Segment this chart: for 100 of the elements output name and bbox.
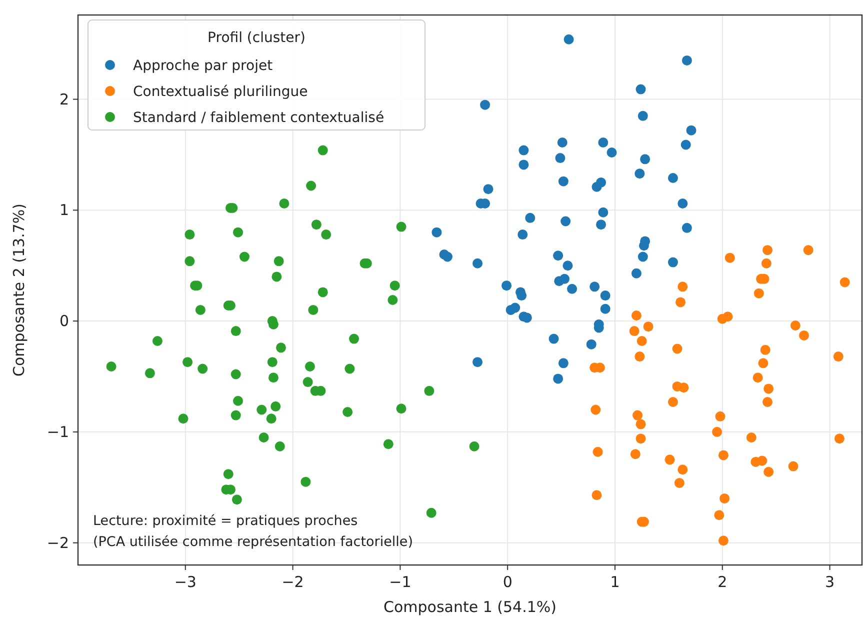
point (598, 207, 608, 218)
point (600, 304, 610, 314)
point (678, 464, 688, 475)
point (678, 198, 688, 209)
point (724, 252, 735, 263)
point (718, 536, 728, 546)
x-tick-label: 2 (718, 573, 728, 591)
point (746, 432, 756, 442)
point (631, 268, 642, 278)
y-tick-label: 0 (59, 312, 69, 330)
point (560, 216, 571, 226)
point (682, 222, 692, 233)
point (668, 173, 678, 184)
legend-label: Contextualisé plurilingue (133, 84, 308, 100)
point (629, 326, 640, 336)
point (596, 220, 606, 230)
point (668, 396, 678, 407)
point (834, 434, 844, 444)
y-tick-label: −1 (46, 422, 69, 441)
y-tick-label: 2 (59, 90, 69, 108)
annotation: (PCA utilisée comme représentation factorielle) (93, 534, 413, 550)
point (762, 245, 772, 256)
point (525, 212, 536, 223)
point (518, 145, 529, 156)
point (840, 277, 850, 288)
point (799, 330, 810, 340)
point (788, 461, 798, 472)
point (557, 138, 568, 148)
x-tick-label: 0 (502, 573, 512, 591)
x-axis-title: Composante 1 (54.1%) (383, 598, 557, 616)
point (502, 280, 512, 291)
y-tick-label: −2 (46, 534, 69, 552)
point (592, 446, 603, 457)
point (636, 434, 646, 444)
point (680, 140, 691, 150)
point (718, 450, 728, 460)
point (758, 358, 768, 368)
legend-label: Standard / faiblement contextualisé (133, 110, 384, 126)
point (592, 490, 602, 500)
point (672, 344, 682, 354)
legend-label: Approche par projet (133, 58, 274, 74)
x-tick-label: 3 (825, 573, 835, 591)
point (676, 297, 686, 308)
y-axis-title: Composante 2 (13.7%) (10, 203, 28, 377)
point (554, 276, 564, 286)
point (558, 358, 568, 368)
point (598, 138, 608, 148)
x-tick-label: −1 (389, 573, 412, 591)
point (506, 304, 516, 315)
y-tick-label: 1 (59, 201, 69, 220)
point (555, 153, 566, 164)
point (760, 344, 770, 355)
annotation: Lecture: proximité = pratiques proches (93, 513, 358, 529)
point (631, 310, 642, 321)
point (630, 449, 640, 460)
point (757, 456, 768, 466)
point (640, 154, 650, 164)
point (754, 288, 764, 298)
point (678, 382, 689, 393)
point (516, 290, 527, 301)
point (762, 396, 772, 407)
point (590, 282, 600, 292)
point (686, 125, 696, 136)
point (480, 100, 490, 110)
point (664, 454, 675, 465)
point (715, 411, 726, 422)
point (562, 260, 573, 271)
point (638, 252, 648, 262)
point (636, 84, 646, 94)
point (761, 258, 772, 268)
point (638, 110, 648, 121)
point (518, 160, 529, 170)
point (634, 168, 645, 179)
point (634, 352, 645, 362)
point (803, 245, 814, 256)
point (548, 334, 559, 344)
point (590, 404, 601, 415)
point (790, 320, 800, 330)
point (833, 352, 844, 362)
point (668, 257, 678, 268)
point (432, 227, 442, 238)
point (712, 426, 722, 437)
x-tick-label: 1 (610, 573, 620, 591)
point (722, 312, 733, 322)
point (714, 510, 724, 520)
point (553, 374, 564, 384)
point (636, 419, 646, 430)
point (564, 34, 574, 44)
point (678, 282, 688, 292)
x-tick-label: −2 (282, 573, 304, 591)
point (643, 322, 654, 332)
point (764, 384, 774, 394)
point (606, 148, 617, 158)
point (674, 478, 684, 488)
point (442, 252, 452, 262)
point (586, 339, 596, 350)
point (720, 493, 730, 504)
point (638, 240, 649, 251)
point (752, 372, 763, 383)
x-tick-label: −3 (174, 573, 196, 591)
